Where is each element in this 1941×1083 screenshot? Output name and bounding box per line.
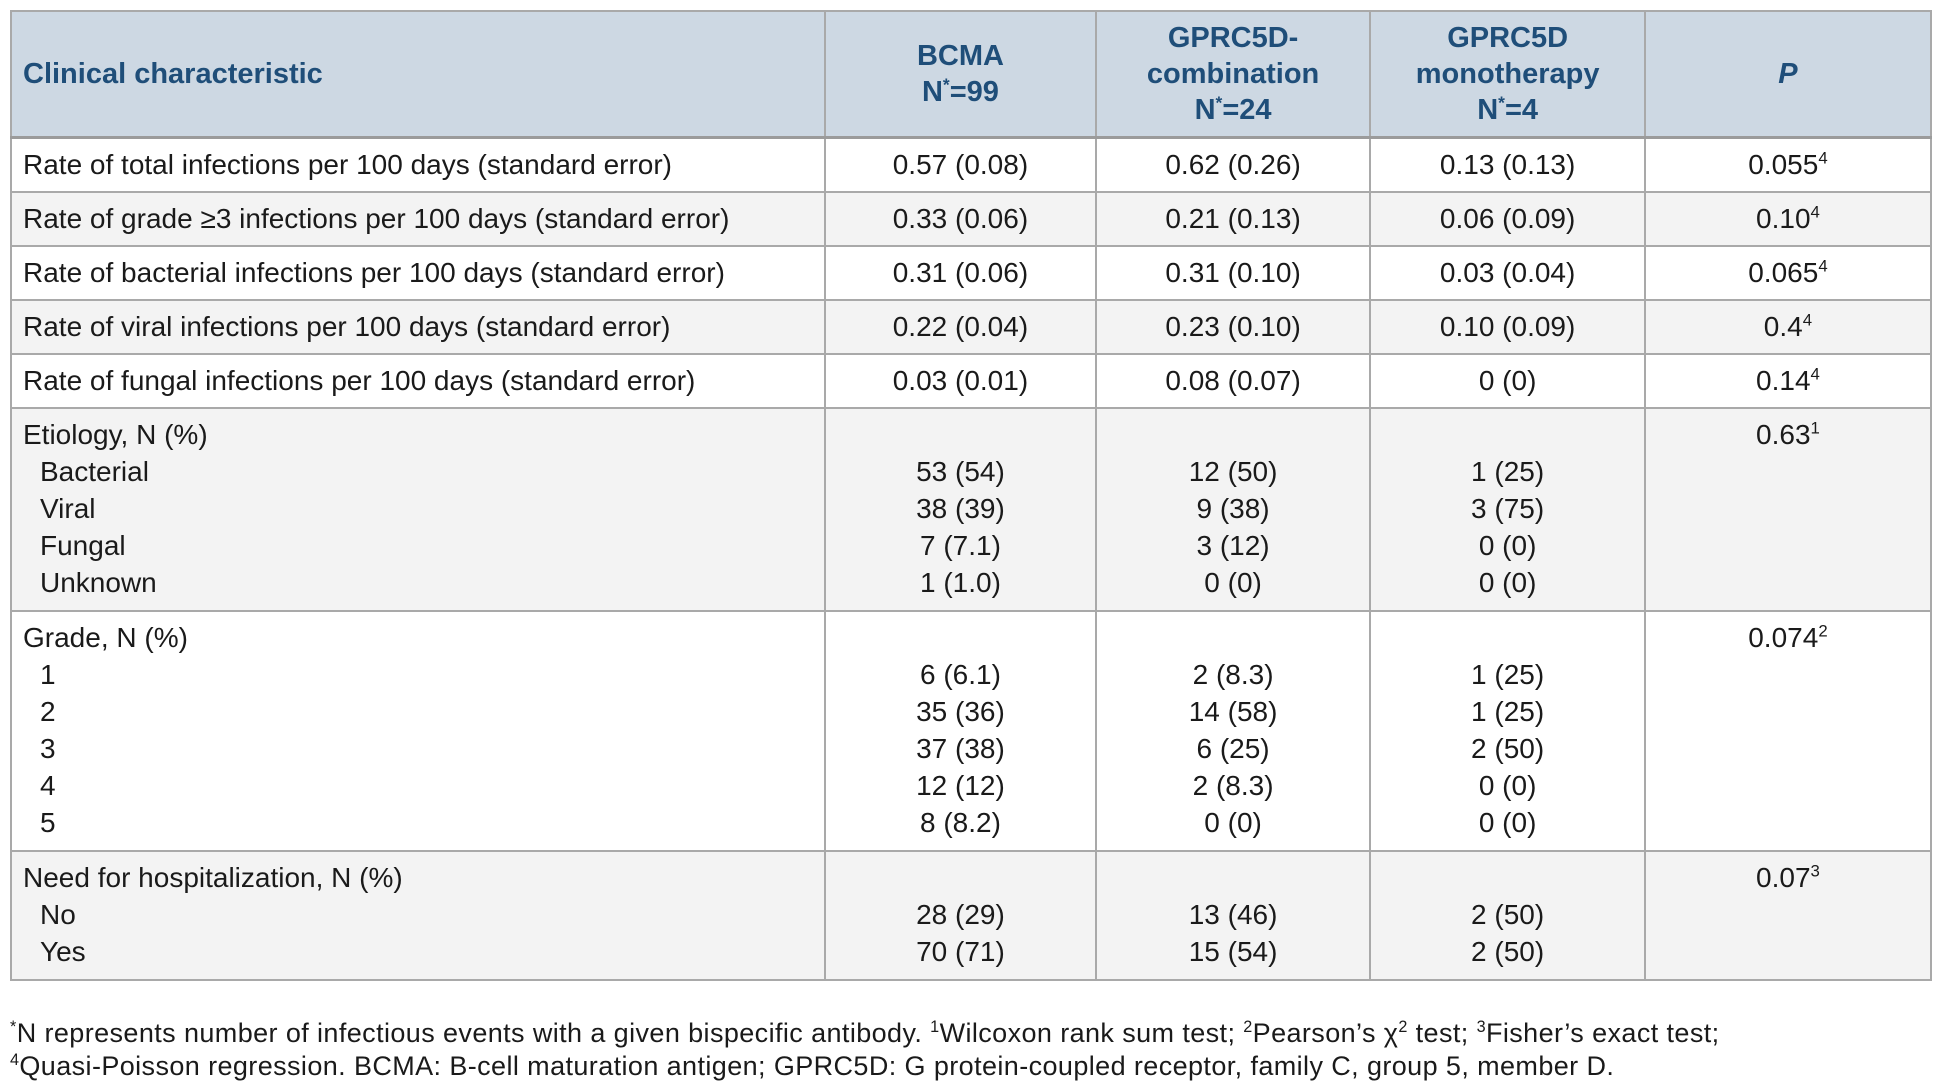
header-p-value-label: P bbox=[1778, 58, 1798, 90]
cell-p-value: 0.073 bbox=[1643, 850, 1933, 981]
cell-label: Rate of bacterial infections per 100 day… bbox=[9, 245, 827, 301]
cell-monotherapy-value: 0.06 (0.09) bbox=[1369, 191, 1646, 247]
cell-bcma-value: 0.33 (0.06) bbox=[824, 191, 1097, 247]
cell-label: Rate of grade ≥3 infections per 100 days… bbox=[9, 191, 827, 247]
cell-monotherapy-value: 0.03 (0.04) bbox=[1369, 245, 1646, 301]
cell-monotherapy-value: 0 (0) bbox=[1369, 353, 1646, 409]
cell-p-value: 0.0654 bbox=[1643, 245, 1933, 301]
cell-combination-value: 0.21 (0.13) bbox=[1094, 191, 1372, 247]
item-label: 4 bbox=[40, 770, 56, 801]
section-grade: Grade, N (%) 1 2 3 4 5 6 (6.1) 35 (36) 3… bbox=[9, 610, 1933, 852]
section-title: Grade, N (%) bbox=[23, 622, 188, 653]
row-rate-fungal-infections: Rate of fungal infections per 100 days (… bbox=[9, 353, 1933, 409]
cell-combination-value: 0.62 (0.26) bbox=[1094, 136, 1372, 193]
header-gprc5d-monotherapy-title-2: monotherapy bbox=[1415, 58, 1600, 90]
cell-monotherapy-value: 1 (25) 3 (75) 0 (0) 0 (0) bbox=[1369, 407, 1646, 612]
table-body: Rate of total infections per 100 days (s… bbox=[9, 136, 1933, 981]
header-clinical-characteristic-label: Clinical characteristic bbox=[23, 58, 323, 90]
header-gprc5d-monotherapy: GPRC5D monotherapy N*=4 bbox=[1369, 10, 1646, 139]
header-gprc5d-combination-n: N*=24 bbox=[1194, 92, 1272, 126]
cell-bcma-value: 53 (54) 38 (39) 7 (7.1) 1 (1.0) bbox=[824, 407, 1097, 612]
cell-monotherapy-value: 0.13 (0.13) bbox=[1369, 136, 1646, 193]
item-label: Fungal bbox=[40, 530, 126, 561]
header-row: Clinical characteristic BCMA N*=99 GPRC5… bbox=[9, 10, 1933, 139]
cell-monotherapy-value: 0.10 (0.09) bbox=[1369, 299, 1646, 355]
cell-label: Etiology, N (%) Bacterial Viral Fungal U… bbox=[9, 407, 827, 612]
cell-combination-value: 0.23 (0.10) bbox=[1094, 299, 1372, 355]
item-label: 1 bbox=[40, 659, 56, 690]
cell-bcma-value: 0.03 (0.01) bbox=[824, 353, 1097, 409]
header-gprc5d-monotherapy-n: N*=4 bbox=[1477, 92, 1539, 126]
cell-p-value: 0.0554 bbox=[1643, 136, 1933, 193]
cell-p-value: 0.144 bbox=[1643, 353, 1933, 409]
header-clinical-characteristic: Clinical characteristic bbox=[9, 10, 827, 139]
clinical-characteristics-table: Clinical characteristic BCMA N*=99 GPRC5… bbox=[9, 10, 1933, 981]
item-label: Yes bbox=[40, 936, 86, 967]
item-label: Unknown bbox=[40, 567, 157, 598]
table-header: Clinical characteristic BCMA N*=99 GPRC5… bbox=[9, 10, 1933, 139]
footnote-line-1: *N represents number of infectious event… bbox=[10, 1018, 1720, 1048]
header-gprc5d-combination-title-1: GPRC5D- bbox=[1167, 22, 1299, 54]
cell-bcma-value: 6 (6.1) 35 (36) 37 (38) 12 (12) 8 (8.2) bbox=[824, 610, 1097, 852]
cell-label: Rate of total infections per 100 days (s… bbox=[9, 136, 827, 193]
cell-p-value: 0.104 bbox=[1643, 191, 1933, 247]
row-rate-total-infections: Rate of total infections per 100 days (s… bbox=[9, 136, 1933, 193]
header-bcma-n: N*=99 bbox=[921, 74, 999, 108]
cell-label: Rate of fungal infections per 100 days (… bbox=[9, 353, 827, 409]
cell-p-value: 0.0742 bbox=[1643, 610, 1933, 852]
row-rate-viral-infections: Rate of viral infections per 100 days (s… bbox=[9, 299, 1933, 355]
section-etiology: Etiology, N (%) Bacterial Viral Fungal U… bbox=[9, 407, 1933, 612]
cell-bcma-value: 0.31 (0.06) bbox=[824, 245, 1097, 301]
cell-label: Rate of viral infections per 100 days (s… bbox=[9, 299, 827, 355]
cell-combination-value: 13 (46) 15 (54) bbox=[1094, 850, 1372, 981]
header-bcma-title: BCMA bbox=[916, 40, 1004, 72]
cell-bcma-value: 28 (29) 70 (71) bbox=[824, 850, 1097, 981]
cell-p-value: 0.44 bbox=[1643, 299, 1933, 355]
header-gprc5d-monotherapy-title-1: GPRC5D bbox=[1447, 22, 1569, 54]
item-label: 2 bbox=[40, 696, 56, 727]
cell-monotherapy-value: 2 (50) 2 (50) bbox=[1369, 850, 1646, 981]
row-rate-grade3-infections: Rate of grade ≥3 infections per 100 days… bbox=[9, 191, 1933, 247]
header-bcma: BCMA N*=99 bbox=[824, 10, 1097, 139]
cell-combination-value: 2 (8.3) 14 (58) 6 (25) 2 (8.3) 0 (0) bbox=[1094, 610, 1372, 852]
section-hospitalization: Need for hospitalization, N (%) No Yes 2… bbox=[9, 850, 1933, 981]
item-label: Viral bbox=[40, 493, 96, 524]
header-p-value: P bbox=[1643, 10, 1933, 139]
header-gprc5d-combination-title-2: combination bbox=[1146, 58, 1320, 90]
cell-p-value: 0.631 bbox=[1643, 407, 1933, 612]
cell-combination-value: 12 (50) 9 (38) 3 (12) 0 (0) bbox=[1094, 407, 1372, 612]
cell-monotherapy-value: 1 (25) 1 (25) 2 (50) 0 (0) 0 (0) bbox=[1369, 610, 1646, 852]
section-title: Need for hospitalization, N (%) bbox=[23, 862, 403, 893]
cell-bcma-value: 0.22 (0.04) bbox=[824, 299, 1097, 355]
item-label: 3 bbox=[40, 733, 56, 764]
header-gprc5d-combination: GPRC5D- combination N*=24 bbox=[1094, 10, 1372, 139]
footnote-line-2: 4Quasi-Poisson regression. BCMA: B-cell … bbox=[10, 1051, 1615, 1081]
cell-combination-value: 0.31 (0.10) bbox=[1094, 245, 1372, 301]
item-label: Bacterial bbox=[40, 456, 149, 487]
cell-label: Need for hospitalization, N (%) No Yes bbox=[9, 850, 827, 981]
cell-label: Grade, N (%) 1 2 3 4 5 bbox=[9, 610, 827, 852]
cell-bcma-value: 0.57 (0.08) bbox=[824, 136, 1097, 193]
footnote: *N represents number of infectious event… bbox=[10, 1017, 1932, 1083]
cell-combination-value: 0.08 (0.07) bbox=[1094, 353, 1372, 409]
section-title: Etiology, N (%) bbox=[23, 419, 208, 450]
item-label: 5 bbox=[40, 807, 56, 838]
item-label: No bbox=[40, 899, 76, 930]
row-rate-bacterial-infections: Rate of bacterial infections per 100 day… bbox=[9, 245, 1933, 301]
